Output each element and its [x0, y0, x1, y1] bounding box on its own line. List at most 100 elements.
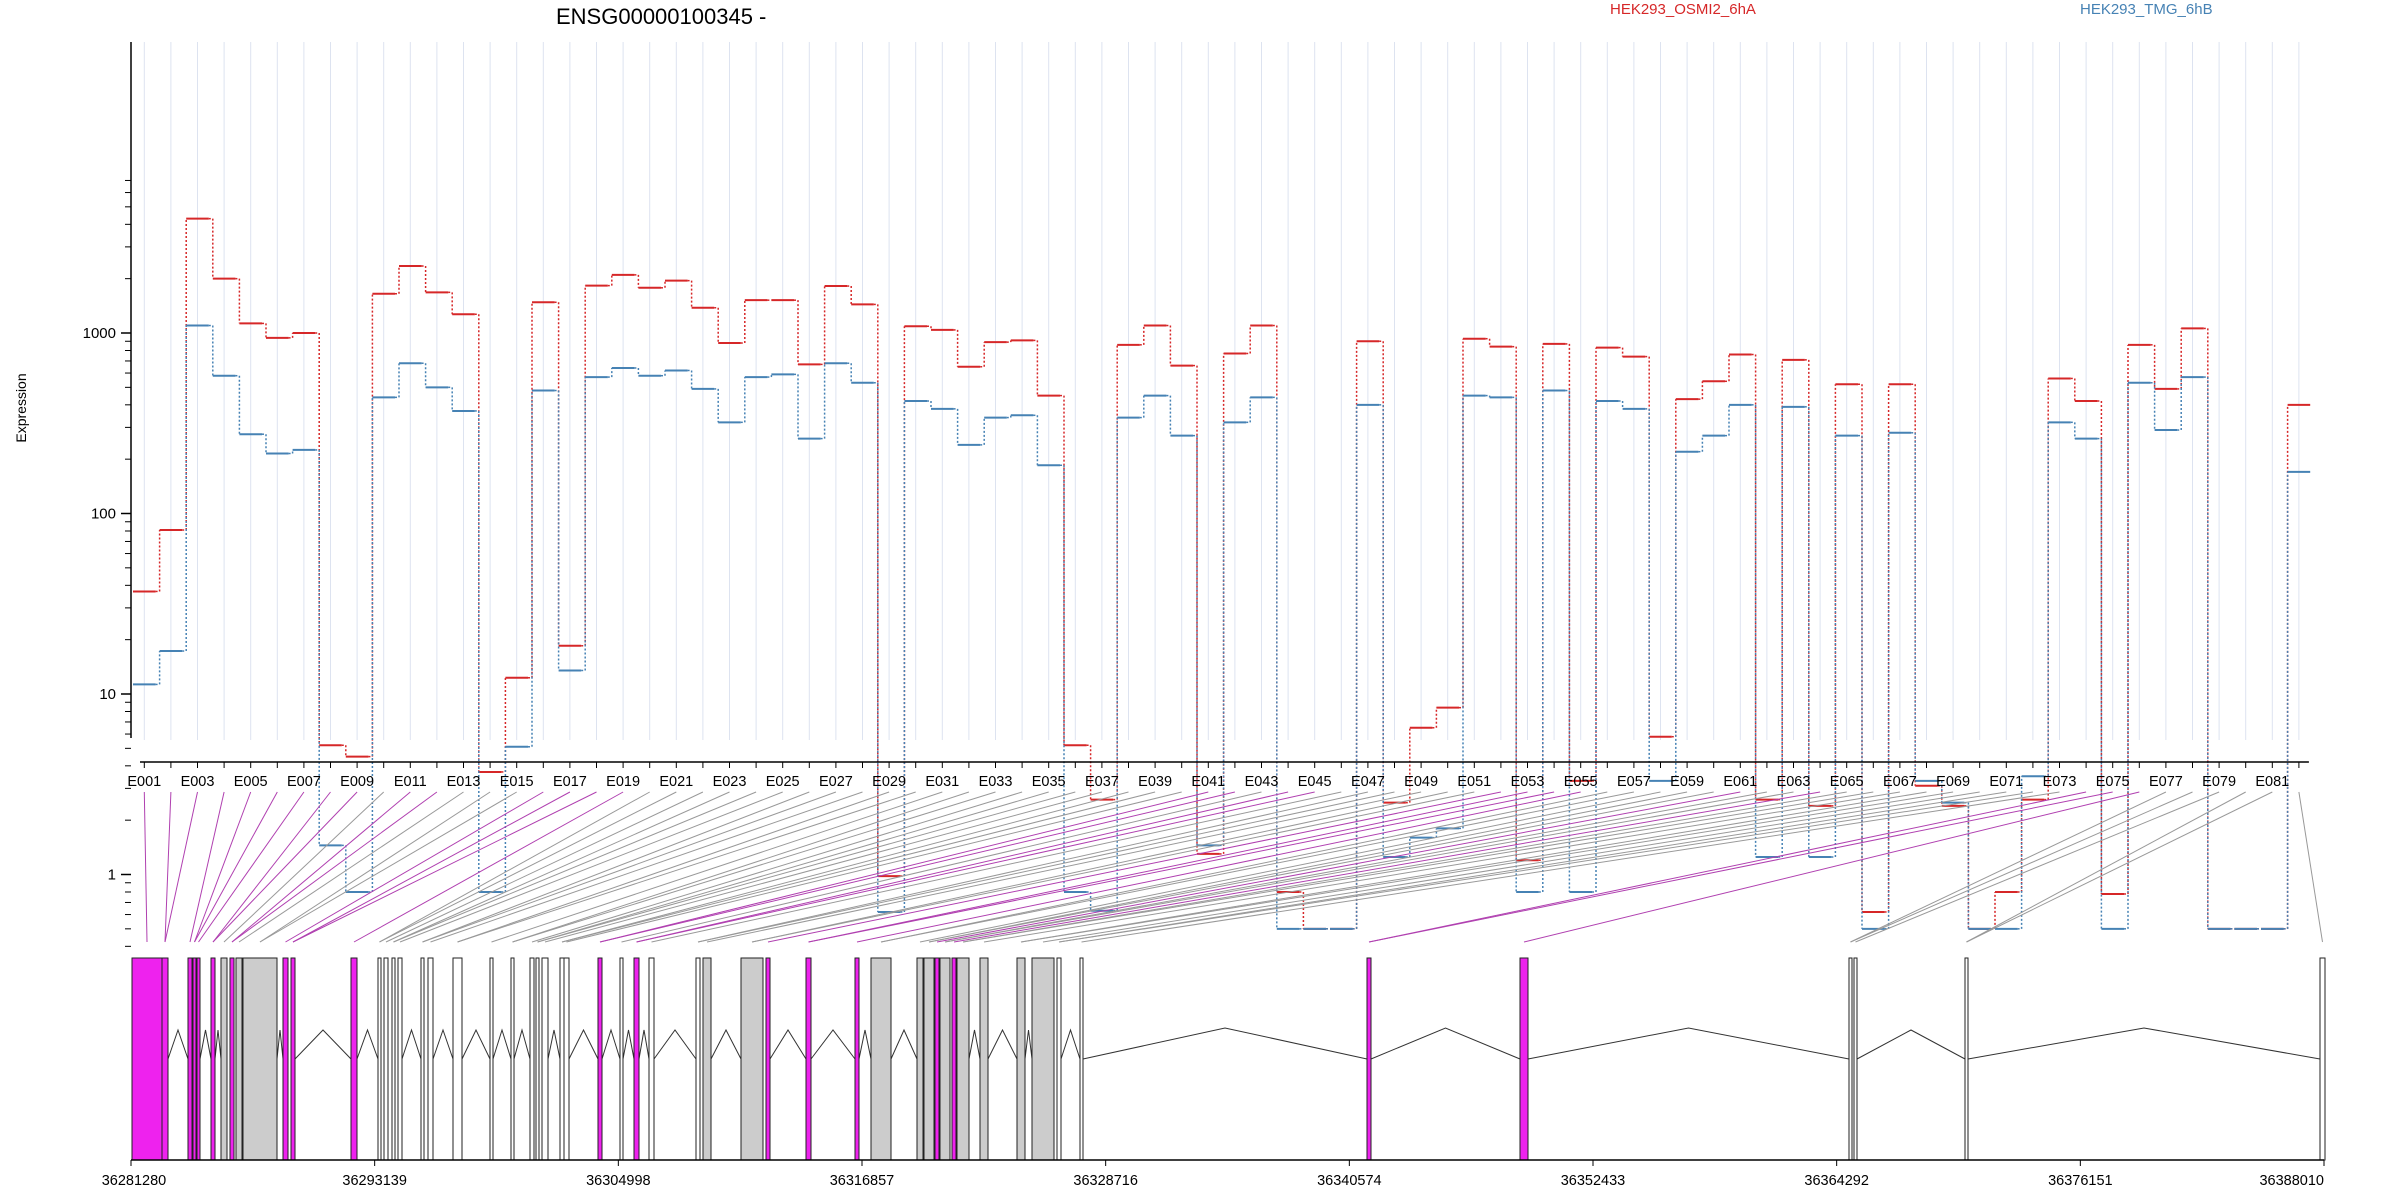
- intron-line: [638, 1029, 650, 1060]
- y-tick-label: 1000: [83, 325, 116, 342]
- y-tick-label: 10: [99, 686, 116, 703]
- exon-connector: [259, 791, 517, 943]
- exon-connector: [189, 791, 225, 943]
- genomic-tick-label: 36364292: [1804, 1173, 1869, 1189]
- exon-box: [805, 957, 812, 1161]
- x-tick-label: E039: [1138, 774, 1172, 790]
- exon-box: [1366, 957, 1372, 1161]
- exon-box: [740, 957, 764, 1161]
- exon-box: [916, 957, 924, 1161]
- x-tick-label: E037: [1085, 774, 1119, 790]
- x-tick-label: E025: [766, 774, 800, 790]
- exon-box: [1031, 957, 1055, 1161]
- exon-box: [979, 957, 989, 1161]
- exon-box: [383, 957, 389, 1161]
- exon-connector: [164, 791, 172, 943]
- x-tick-label: E013: [447, 774, 481, 790]
- exon-connector: [1855, 791, 2220, 943]
- exon-connector: [393, 791, 730, 943]
- y-axis: 1 10 100 1000: [83, 42, 132, 947]
- x-tick-label: E073: [2043, 774, 2077, 790]
- exon-box: [192, 957, 197, 1161]
- exon-connector: [491, 791, 943, 943]
- exon-box: [196, 957, 201, 1161]
- genomic-tick-label: 36376151: [2048, 1173, 2113, 1189]
- exon-connector: [2298, 791, 2323, 943]
- intron-line: [710, 1028, 742, 1060]
- exon-connector: [962, 791, 1847, 943]
- exon-connector: [636, 791, 1315, 943]
- exon-box: [282, 957, 289, 1161]
- exon-connector: [599, 791, 1236, 943]
- intron-line: [858, 1029, 872, 1060]
- exon-box: [391, 957, 396, 1161]
- exon-connector: [697, 791, 1369, 943]
- exon-box: [956, 957, 970, 1161]
- intron-line: [987, 1028, 1018, 1060]
- genomic-tick-label: 36328716: [1073, 1173, 1138, 1189]
- intron-line: [432, 1028, 454, 1060]
- x-tick-label: E003: [181, 774, 215, 790]
- x-tick-label: E005: [234, 774, 268, 790]
- exon-box: [923, 957, 935, 1161]
- exon-connector: [1966, 791, 2273, 943]
- exon-box: [563, 957, 570, 1161]
- intron-line: [401, 1028, 422, 1060]
- exon-connector: [1966, 791, 2246, 943]
- x-tick-label: E071: [1989, 774, 2023, 790]
- x-axis-exons: E001 E003 E005 E007 E009 E011 E013 E015 E017 E019…: [127, 761, 2309, 790]
- intron-line: [356, 1028, 379, 1060]
- x-tick-label: E019: [606, 774, 640, 790]
- exon-connector: [385, 791, 704, 943]
- x-tick-label: E001: [127, 774, 161, 790]
- exon-connector: [285, 791, 544, 943]
- exon-connector: [1368, 791, 2113, 943]
- exon-connector: [936, 791, 1741, 943]
- exon-connector: [944, 791, 1767, 943]
- exon-connector: [422, 791, 810, 943]
- exon-connector: [198, 791, 305, 943]
- x-tick-label: E031: [925, 774, 959, 790]
- exon-connector: [1042, 791, 1980, 943]
- exon-connector: [259, 791, 491, 943]
- x-tick-label: E035: [1032, 774, 1066, 790]
- intron-line: [968, 1029, 981, 1060]
- exon-box: [541, 957, 549, 1161]
- exon-connector: [1058, 791, 2007, 943]
- series-1: [133, 217, 2311, 930]
- exon-box: [350, 957, 358, 1161]
- exon-connector: [430, 791, 863, 943]
- exon-connector: [751, 791, 1475, 943]
- genomic-coordinate-axis: 36281280 36293139 36304998 36316857 36328716…: [102, 1159, 2325, 1189]
- exon-connector: [919, 791, 1661, 943]
- x-tick-label: E043: [1245, 774, 1279, 790]
- exon-box: [2319, 957, 2326, 1161]
- exon-connectors: [143, 791, 2323, 943]
- exon-connector: [422, 791, 837, 943]
- genomic-tick-label: 36293139: [342, 1173, 407, 1189]
- exon-connector: [928, 791, 1714, 943]
- intron-line: [1856, 1029, 1966, 1060]
- x-tick-label: E075: [2096, 774, 2130, 790]
- exon-connector: [231, 791, 438, 943]
- genomic-tick-label: 36316857: [830, 1173, 895, 1189]
- exon-connector: [143, 791, 148, 943]
- x-tick-label: E077: [2149, 774, 2183, 790]
- x-tick-label: E045: [1298, 774, 1332, 790]
- exon-box: [529, 957, 535, 1161]
- exon-connector: [544, 791, 1103, 943]
- intron-line: [1060, 1028, 1081, 1060]
- exon-connector: [1020, 791, 1927, 943]
- x-tick-label: E033: [979, 774, 1013, 790]
- exon-box: [235, 957, 243, 1161]
- exon-connector: [808, 791, 1528, 943]
- exon-connector: [531, 791, 1023, 943]
- x-tick-label: E081: [2255, 774, 2289, 790]
- intron-line: [547, 1029, 561, 1060]
- exon-box: [951, 957, 957, 1161]
- exon-connector: [599, 791, 1209, 943]
- intron-line: [461, 1028, 491, 1060]
- legend-label-tmg: HEK293_TMG_6hB: [2080, 1, 2213, 18]
- x-tick-label: E063: [1777, 774, 1811, 790]
